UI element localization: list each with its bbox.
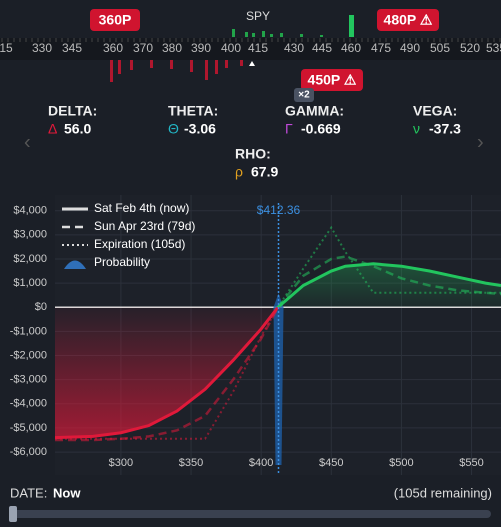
strike-label: 415 <box>248 41 268 55</box>
x-tick-label: $350 <box>179 457 203 469</box>
greek-symbol: ρ <box>235 164 243 180</box>
oi-bar <box>215 60 218 74</box>
slider-knob[interactable] <box>9 506 17 522</box>
y-tick-label: $4,000 <box>13 205 47 217</box>
strike-label: 535 <box>486 41 501 55</box>
strike-label: 380 <box>162 41 182 55</box>
greek-label: DELTA: <box>48 103 97 119</box>
x-tick-label: $300 <box>109 457 133 469</box>
greek-label: GAMMA: <box>285 103 344 119</box>
y-tick-label: $2,000 <box>13 253 47 265</box>
greek-symbol: Θ <box>168 121 179 137</box>
legend-label: Sun Apr 23rd (79d) <box>94 219 195 233</box>
strike-label: 460 <box>341 41 361 55</box>
oi-bar <box>232 29 235 37</box>
oi-bar <box>150 60 153 68</box>
ruler-bg <box>0 38 501 60</box>
y-tick-label: -$3,000 <box>10 374 47 386</box>
x-tick-label: $500 <box>389 457 413 469</box>
strike-label: 490 <box>400 41 420 55</box>
pnl-area <box>55 263 501 438</box>
strike-label: 475 <box>371 41 391 55</box>
y-tick-label: -$2,000 <box>10 349 47 361</box>
strike-label: 505 <box>430 41 450 55</box>
strike-label: 520 <box>460 41 480 55</box>
symbol: SPY <box>246 9 270 23</box>
badge-label: 360P <box>99 12 132 28</box>
strike-label: 15 <box>0 41 13 55</box>
strike-label: 390 <box>191 41 211 55</box>
count-label: ×2 <box>298 90 310 101</box>
legend-label: Sat Feb 4th (now) <box>94 201 189 215</box>
oi-bar <box>225 60 228 68</box>
x-tick-label: $450 <box>319 457 343 469</box>
oi-bar <box>205 60 208 80</box>
y-tick-label: -$1,000 <box>10 325 47 337</box>
series-line <box>276 255 501 308</box>
oi-bar <box>349 15 354 37</box>
greek-value: -3.06 <box>184 121 216 137</box>
strike-label: 400 <box>221 41 241 55</box>
greek-symbol: ν <box>413 121 420 137</box>
oi-bar <box>170 60 173 69</box>
strike-badge <box>377 9 439 31</box>
legend-swatch <box>64 260 86 269</box>
greek-value: -0.669 <box>301 121 341 137</box>
oi-bar <box>130 60 133 70</box>
greek-value: 67.9 <box>251 164 278 180</box>
oi-bar <box>320 35 323 37</box>
y-tick-label: -$5,000 <box>10 422 47 434</box>
strike-badge <box>90 9 140 31</box>
x-tick-label: $550 <box>459 457 483 469</box>
greek-value: -37.3 <box>429 121 461 137</box>
y-tick-label: -$4,000 <box>10 398 47 410</box>
strike-label: 370 <box>133 41 153 55</box>
strike-label: 360 <box>103 41 123 55</box>
greek-label: RHO: <box>235 146 271 162</box>
greek-value: 56.0 <box>64 121 91 137</box>
oi-bar <box>110 60 113 82</box>
series-line <box>55 307 281 440</box>
date-slider[interactable] <box>10 510 491 518</box>
price-marker <box>249 61 255 66</box>
greek-label: VEGA: <box>413 103 457 119</box>
oi-bar <box>262 31 265 37</box>
greek-symbol: Γ <box>285 121 293 137</box>
y-tick-label: -$6,000 <box>10 446 47 458</box>
y-tick-label: $0 <box>35 301 47 313</box>
y-tick-label: $1,000 <box>13 277 47 289</box>
oi-bar <box>252 33 255 37</box>
oi-bar <box>190 60 193 72</box>
strike-label: 445 <box>312 41 332 55</box>
legend-label: Expiration (105d) <box>94 237 185 251</box>
oi-bar <box>118 60 121 74</box>
prev-arrow[interactable]: ‹ <box>24 131 31 153</box>
x-tick-label: $400 <box>249 457 273 469</box>
greek-symbol: Δ <box>48 121 57 137</box>
strike-label: 330 <box>32 41 52 55</box>
date-label: DATE: <box>10 485 47 500</box>
greek-label: THETA: <box>168 103 218 119</box>
oi-bar <box>245 32 248 37</box>
oi-bar <box>280 33 283 37</box>
remaining: (105d remaining) <box>394 485 492 500</box>
badge-label: 450P ⚠ <box>308 72 357 88</box>
oi-bar <box>240 60 243 66</box>
legend-label: Probability <box>94 255 150 269</box>
y-tick-label: $3,000 <box>13 229 47 241</box>
strike-label: 345 <box>62 41 82 55</box>
badge-label: 480P ⚠ <box>384 12 433 28</box>
count-badge <box>294 88 314 102</box>
series-line <box>276 262 501 308</box>
strike-label: 430 <box>284 41 304 55</box>
date-value: Now <box>53 485 81 500</box>
next-arrow[interactable]: › <box>477 131 484 153</box>
oi-bar <box>300 34 303 37</box>
current-price-label: $412.36 <box>257 203 301 217</box>
strike-badge <box>301 69 363 91</box>
oi-bar <box>270 34 273 37</box>
